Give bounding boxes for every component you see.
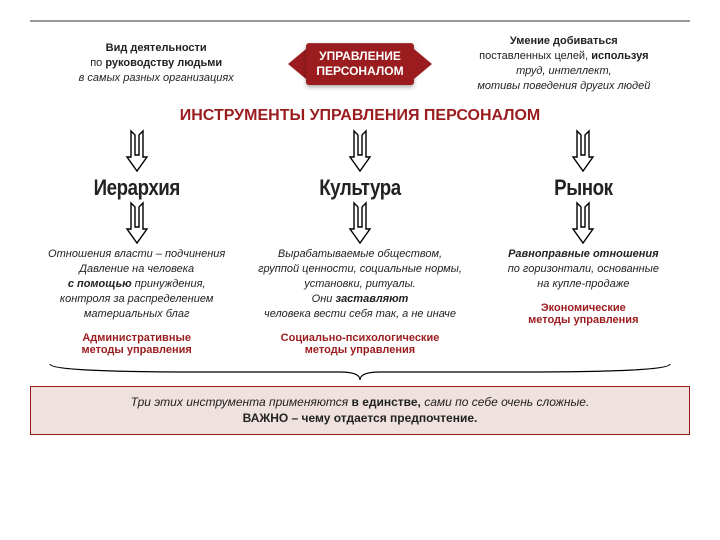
arrow-right-icon: [414, 49, 432, 79]
top-right-line4: мотивы поведения других людей: [477, 80, 650, 92]
column-desc: Равноправные отношенияпо горизонтали, ос…: [508, 247, 659, 292]
top-left-text: Вид деятельности по руководству людьми в…: [30, 41, 282, 86]
top-left-line3: в самых разных организациях: [79, 72, 234, 84]
bottom-line2-b: ВАЖНО: [243, 411, 289, 425]
down-arrow-icon: [348, 201, 372, 245]
column: Рынок Равноправные отношенияпо горизонтал…: [477, 129, 690, 355]
top-left-line2-b: руководству людьми: [105, 57, 222, 69]
down-arrow-icon: [125, 129, 149, 173]
column-heading: Иерархия: [94, 175, 180, 201]
column-method: Экономические методы управления: [528, 302, 638, 326]
center-block: УПРАВЛЕНИЕ ПЕРСОНАЛОМ: [288, 43, 431, 85]
bottom-line2-post: – чему отдается предпочтение.: [288, 411, 477, 425]
bottom-line1-b: в единстве,: [351, 395, 420, 409]
bottom-line1-post: сами по себе очень сложные.: [421, 395, 589, 409]
top-right-line3: труд, интеллект,: [516, 65, 612, 77]
top-right-line1: Умение добиваться: [510, 35, 618, 47]
column-method: Административные методы управления: [81, 332, 191, 356]
bottom-box: Три этих инструмента применяются в единс…: [30, 386, 690, 436]
top-left-line1: Вид деятельности: [106, 42, 207, 54]
center-badge: УПРАВЛЕНИЕ ПЕРСОНАЛОМ: [306, 43, 413, 85]
down-arrow-icon: [571, 201, 595, 245]
arrow-left-icon: [288, 49, 306, 79]
columns: Иерархия Отношения власти – подчиненияДав…: [30, 129, 690, 355]
column: Иерархия Отношения власти – подчиненияДав…: [30, 129, 243, 355]
top-left-line2-pre: по: [90, 57, 105, 69]
column-heading: Культура: [319, 175, 401, 201]
top-rule: [30, 20, 690, 22]
down-arrow-icon: [348, 129, 372, 173]
brace-icon: [40, 362, 680, 380]
section-title: ИНСТРУМЕНТЫ УПРАВЛЕНИЯ ПЕРСОНАЛОМ: [30, 107, 690, 125]
top-right-line2-b: используя: [591, 50, 648, 62]
column-heading: Рынок: [554, 175, 612, 201]
column-desc: Отношения власти – подчиненияДавление на…: [48, 247, 225, 321]
down-arrow-icon: [571, 129, 595, 173]
top-row: Вид деятельности по руководству людьми в…: [30, 34, 690, 93]
down-arrow-icon: [125, 201, 149, 245]
column: Культура Вырабатываемые обществом,группой…: [253, 129, 466, 355]
top-right-text: Умение добиваться поставленных целей, ис…: [438, 34, 690, 93]
column-method: Социально-психологические методы управле…: [281, 332, 440, 356]
bottom-line1-pre: Три этих инструмента применяются: [131, 395, 352, 409]
column-desc: Вырабатываемые обществом,группой ценност…: [258, 247, 462, 321]
top-right-line2-pre: поставленных целей,: [479, 50, 591, 62]
